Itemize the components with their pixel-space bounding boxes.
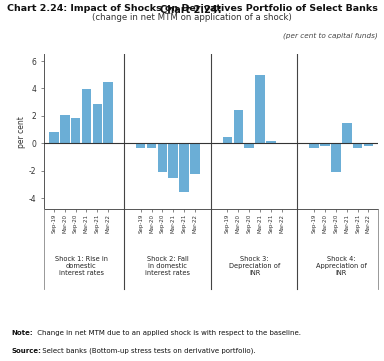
Bar	[179, 143, 189, 192]
Bar	[103, 82, 113, 143]
Text: Source:: Source:	[12, 348, 41, 354]
Bar	[353, 143, 362, 148]
Bar	[364, 143, 373, 146]
Bar	[244, 143, 254, 148]
Bar	[82, 89, 91, 143]
Bar	[233, 110, 243, 143]
Text: (per cent to capital funds): (per cent to capital funds)	[283, 32, 378, 39]
Bar	[266, 142, 276, 143]
Text: Chart 2.24:: Chart 2.24:	[159, 5, 225, 16]
Bar	[255, 75, 265, 143]
Bar	[93, 104, 102, 143]
Bar	[190, 143, 200, 174]
Text: Change in net MTM due to an applied shock is with respect to the baseline.: Change in net MTM due to an applied shoc…	[35, 330, 301, 336]
Text: Shock 3:
Depreciation of
INR: Shock 3: Depreciation of INR	[229, 256, 280, 276]
Text: Chart 2.24: Impact of Shocks on Derivatives Portfolio of Select Banks: Chart 2.24: Impact of Shocks on Derivati…	[7, 4, 377, 13]
Bar	[60, 114, 70, 143]
Bar	[169, 143, 178, 178]
Bar	[223, 136, 232, 143]
Bar	[157, 143, 167, 172]
Text: Note:: Note:	[12, 330, 33, 336]
Text: Shock 1: Rise in
domestic
interest rates: Shock 1: Rise in domestic interest rates	[55, 256, 108, 276]
Text: (change in net MTM on application of a shock): (change in net MTM on application of a s…	[92, 13, 292, 22]
Text: Shock 2: Fall
in domestic
interest rates: Shock 2: Fall in domestic interest rates	[145, 256, 190, 276]
Bar	[331, 143, 341, 172]
Bar	[136, 143, 146, 148]
Text: Shock 4:
Appreciation of
INR: Shock 4: Appreciation of INR	[316, 256, 367, 276]
Y-axis label: per cent: per cent	[17, 116, 26, 148]
Bar	[342, 123, 352, 143]
Bar	[49, 132, 59, 143]
Text: Select banks (Bottom-up stress tests on derivative portfolio).: Select banks (Bottom-up stress tests on …	[40, 348, 256, 354]
Bar	[71, 118, 80, 143]
Bar	[147, 143, 156, 148]
Bar	[310, 143, 319, 148]
Bar	[320, 143, 330, 146]
